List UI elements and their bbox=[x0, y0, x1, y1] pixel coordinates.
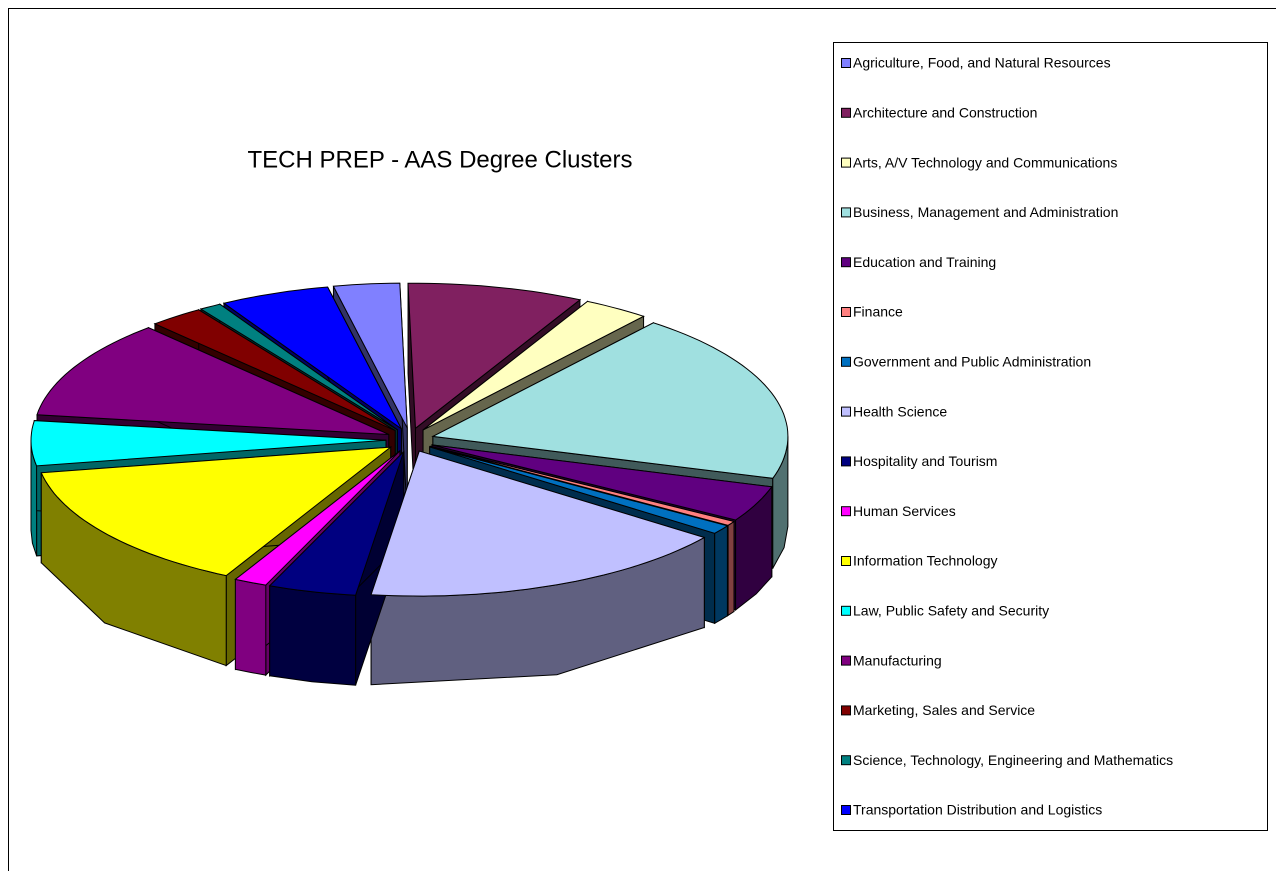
legend-swatch bbox=[842, 158, 851, 167]
legend-label: Hospitality and Tourism bbox=[853, 453, 997, 469]
legend-label: Government and Public Administration bbox=[853, 354, 1091, 370]
legend-label: Human Services bbox=[853, 503, 956, 519]
chart-title: TECH PREP - AAS Degree Clusters bbox=[247, 146, 632, 173]
legend-swatch bbox=[842, 656, 851, 665]
legend-swatch bbox=[842, 258, 851, 267]
legend-label: Business, Management and Administration bbox=[853, 204, 1118, 220]
legend-label: Marketing, Sales and Service bbox=[853, 702, 1035, 718]
legend-label: Information Technology bbox=[853, 553, 998, 569]
legend-label: Transportation Distribution and Logistic… bbox=[853, 802, 1102, 818]
legend-swatch bbox=[842, 756, 851, 765]
legend-swatch bbox=[842, 706, 851, 715]
pie-outer-wall bbox=[728, 522, 734, 616]
legend-swatch bbox=[842, 208, 851, 217]
legend-swatch bbox=[842, 59, 851, 68]
legend-label: Architecture and Construction bbox=[853, 105, 1037, 121]
legend-swatch bbox=[842, 557, 851, 566]
legend-label: Law, Public Safety and Security bbox=[853, 603, 1049, 619]
legend-swatch bbox=[842, 806, 851, 815]
legend-label: Manufacturing bbox=[853, 652, 942, 668]
legend-swatch bbox=[842, 308, 851, 317]
legend-label: Agriculture, Food, and Natural Resources bbox=[853, 55, 1111, 71]
legend-label: Finance bbox=[853, 304, 903, 320]
legend-label: Health Science bbox=[853, 403, 947, 419]
legend-swatch bbox=[842, 407, 851, 416]
legend-swatch bbox=[842, 507, 851, 516]
legend-swatch bbox=[842, 357, 851, 366]
legend-swatch bbox=[842, 606, 851, 615]
pie-outer-wall bbox=[235, 579, 265, 675]
legend-label: Education and Training bbox=[853, 254, 996, 270]
legend-swatch bbox=[842, 108, 851, 117]
legend-label: Science, Technology, Engineering and Mat… bbox=[853, 752, 1173, 768]
legend-swatch bbox=[842, 457, 851, 466]
legend-label: Arts, A/V Technology and Communications bbox=[853, 154, 1117, 170]
pie-outer-wall bbox=[270, 586, 356, 685]
pie-outer-wall bbox=[715, 526, 728, 624]
